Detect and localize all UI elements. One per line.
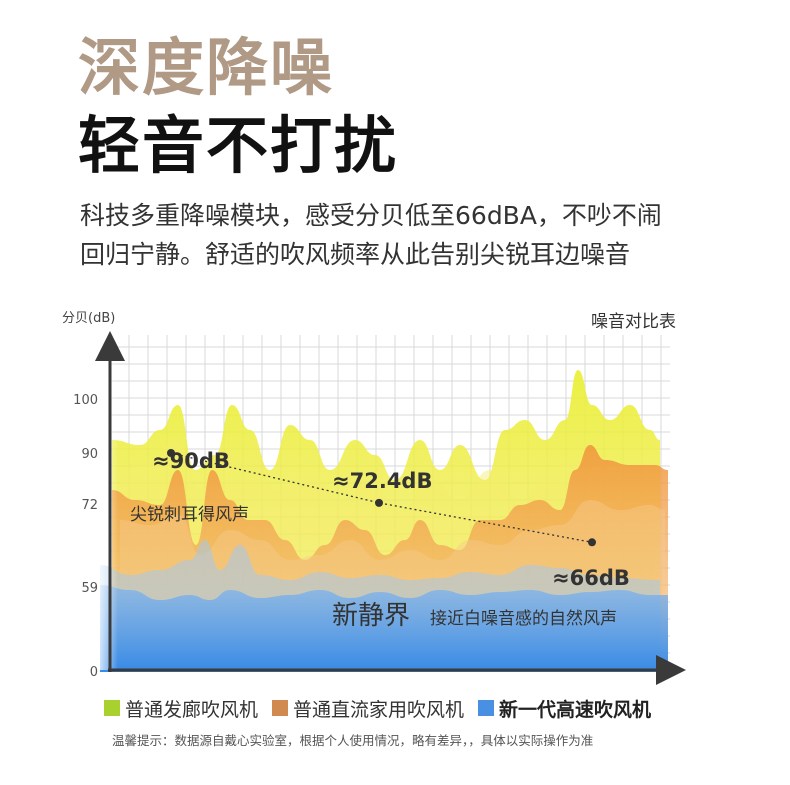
description-line-2: 回归宁静。舒适的吹风频率从此告别尖锐耳边噪音: [80, 240, 631, 269]
left-fade: [96, 340, 118, 670]
point-household: [375, 498, 383, 507]
legend-item-salon: 普通发廊吹风机: [104, 695, 258, 722]
y-tick-label: 90: [81, 447, 98, 462]
headline-primary: 深度降噪: [78, 31, 335, 104]
y-tick-label: 59: [81, 581, 98, 596]
legend-label-salon: 普通发廊吹风机: [125, 698, 259, 721]
legend-swatch-household: [272, 700, 289, 716]
legend-item-household: 普通直流家用吹风机: [272, 695, 464, 722]
legend-item-new-gen: 新一代高速吹风机: [478, 695, 651, 722]
label-household-value: ≈72.4dB: [332, 469, 432, 493]
label-salon-value: ≈90dB: [152, 449, 230, 473]
point-new-gen: [588, 538, 596, 547]
legend-swatch-salon: [104, 700, 120, 716]
label-new-gen-desc: 接近白噪音感的自然风声: [430, 609, 617, 629]
y-axis-ticks: 0 59 72 90 100: [73, 393, 98, 680]
new-gen-dryer-area: [100, 585, 668, 672]
trend-line: [170, 452, 593, 543]
noise-comparison-chart: 分贝(dB) 噪音对比表 0 59 72 90 100 ≈90dB ≈72.4dB ≈6…: [62, 311, 686, 685]
chart-title: 噪音对比表: [591, 312, 676, 332]
label-new-gen-value: ≈66dB: [552, 566, 630, 590]
point-salon: [167, 449, 175, 457]
y-axis-title: 分贝(dB): [62, 311, 115, 326]
chart-legend: 普通发廊吹风机 普通直流家用吹风机 新一代高速吹风机: [104, 694, 651, 722]
description-line-1: 科技多重降噪模块，感受分贝低至66dBA，不吵不闹: [80, 201, 662, 230]
y-tick-label: 100: [73, 393, 98, 408]
label-new-gen-highlight: 新静界: [332, 601, 410, 631]
chart-areas: [96, 340, 668, 672]
headline-secondary: 轻音不打扰: [78, 109, 399, 182]
legend-label-household: 普通直流家用吹风机: [293, 698, 465, 721]
y-tick-label: 72: [81, 498, 98, 513]
footnote: 温馨提示：数据源自戴心实验室，根据个人使用情况，略有差异，，具体以实际操作为准: [112, 733, 594, 748]
legend-swatch-new-gen: [478, 700, 495, 716]
label-salon-note: 尖锐刺耳得风声: [130, 505, 249, 525]
legend-label-new-gen: 新一代高速吹风机: [499, 698, 652, 721]
y-tick-label: 0: [90, 665, 98, 680]
